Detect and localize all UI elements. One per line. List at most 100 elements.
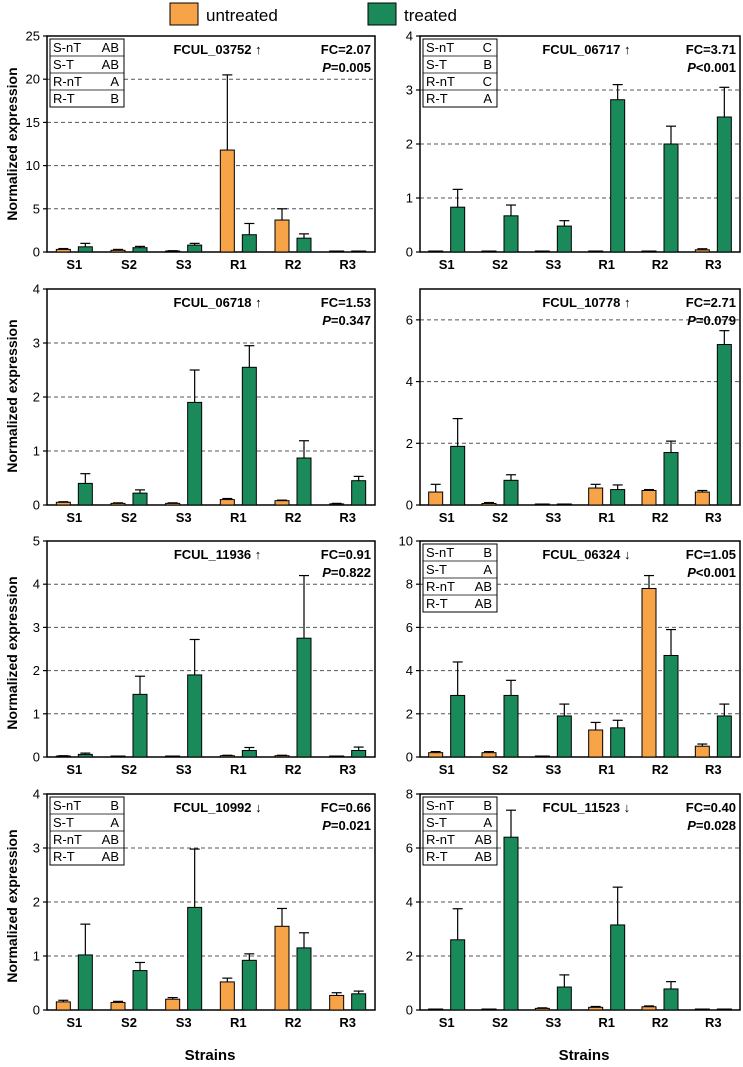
x-tick-label: S3 <box>545 257 561 272</box>
significance-letters-box: S-nT B S-T A R-nT AB R-T AB <box>422 543 498 613</box>
chart-panel-FCUL_03752: 0 5 10 15 20 25 S1 S2 S3 R1 R2 R3 FCUL_03752 ↑ FC=2.0… <box>26 29 376 272</box>
x-tick-label: S2 <box>121 510 137 525</box>
x-tick-label: R3 <box>705 510 722 525</box>
panel-title: FCUL_10778 ↑ <box>542 295 630 310</box>
x-tick-label: R3 <box>339 762 356 777</box>
bar-treated-S3 <box>187 401 203 506</box>
x-tick-label: R2 <box>285 1015 302 1030</box>
x-tick-label: R2 <box>285 762 302 777</box>
y-tick-label: 0 <box>33 245 40 260</box>
group-label: S-T <box>426 815 447 830</box>
bar-treated-S3 <box>187 906 203 1011</box>
x-tick-label: R2 <box>285 257 302 272</box>
group-letter: AB <box>102 57 119 72</box>
p-symbol: P <box>687 818 696 833</box>
p-value-label: P<0.001 <box>687 60 736 75</box>
plot-frame <box>419 288 741 506</box>
significance-letters-box: S-nT B S-T A R-nT AB R-T AB <box>422 796 498 866</box>
group-label: S-nT <box>426 798 454 813</box>
x-tick-label: S1 <box>66 1015 82 1030</box>
bar-untreated-S1 <box>55 501 71 506</box>
group-letter: B <box>483 545 492 560</box>
x-tick-label: S2 <box>121 762 137 777</box>
bar-untreated-R2 <box>274 219 290 253</box>
y-tick-label: 25 <box>26 29 40 44</box>
bar-untreated-R2 <box>641 588 657 758</box>
bar-treated-S1 <box>77 753 93 758</box>
bar-treated-R1 <box>241 366 257 506</box>
x-axis-label: Strains <box>559 1047 610 1064</box>
p-symbol: P <box>322 565 331 580</box>
bar-treated-S1 <box>77 954 93 1011</box>
bar-untreated-S2 <box>110 1001 126 1011</box>
panel-title: FCUL_06717 ↑ <box>542 42 630 57</box>
bar-untreated-R1 <box>219 755 235 758</box>
x-tick-label: R3 <box>705 257 722 272</box>
bar-treated-S1 <box>450 939 466 1011</box>
bar-treated-S3 <box>556 986 572 1011</box>
x-tick-label: S1 <box>66 510 82 525</box>
x-tick-label: S1 <box>66 257 82 272</box>
x-tick-label: S3 <box>545 1015 561 1030</box>
p-symbol: P <box>322 60 331 75</box>
plot-frame <box>419 540 741 758</box>
bar-treated-R2 <box>663 654 679 758</box>
x-tick-label: S2 <box>121 257 137 272</box>
x-tick-label: S1 <box>439 257 455 272</box>
y-tick-label: 1 <box>33 706 40 721</box>
panel-title: FCUL_10992 ↓ <box>173 800 261 815</box>
p-value: <0.001 <box>696 60 736 75</box>
bar-untreated-S3 <box>165 502 181 506</box>
bar-treated-S1 <box>450 694 466 758</box>
x-tick-label: S3 <box>176 1015 192 1030</box>
bar-untreated-R2 <box>274 755 290 758</box>
y-tick-label: 0 <box>33 750 40 765</box>
bar-untreated-R1 <box>588 487 604 506</box>
bar-untreated-S1 <box>428 752 444 758</box>
y-tick-label: 5 <box>33 534 40 549</box>
y-tick-label: 0 <box>406 245 413 260</box>
y-tick-label: 5 <box>33 201 40 216</box>
bar-untreated-S1 <box>55 1001 71 1011</box>
y-axis-label: Normalized expression <box>4 67 20 220</box>
group-letter: B <box>110 91 119 106</box>
y-tick-label: 2 <box>406 137 413 152</box>
significance-letters-box: S-nT C S-T B R-nT C R-T A <box>422 38 498 108</box>
bar-treated-S1 <box>77 482 93 506</box>
bar-treated-S3 <box>556 225 572 253</box>
panel-title: FCUL_03752 ↑ <box>173 42 261 57</box>
bar-untreated-R1 <box>588 729 604 758</box>
y-tick-label: 4 <box>406 374 413 389</box>
y-tick-label: 1 <box>406 191 413 206</box>
group-label: R-T <box>53 91 75 106</box>
x-tick-label: S2 <box>121 1015 137 1030</box>
p-value-label: P=0.347 <box>322 313 371 328</box>
bar-untreated-R3 <box>329 503 345 506</box>
x-tick-label: S1 <box>439 762 455 777</box>
x-tick-label: R2 <box>285 510 302 525</box>
fold-change-label: FC=2.71 <box>686 295 736 310</box>
y-tick-label: 3 <box>33 620 40 635</box>
legend-swatch-untreated <box>169 2 199 26</box>
p-value: =0.028 <box>696 818 736 833</box>
group-letter: C <box>483 40 492 55</box>
fold-change-label: FC=1.05 <box>686 547 736 562</box>
bar-treated-S3 <box>556 715 572 758</box>
bar-treated-R1 <box>241 959 257 1011</box>
bar-treated-R1 <box>610 924 626 1011</box>
p-symbol: P <box>322 818 331 833</box>
bar-treated-S2 <box>132 492 148 506</box>
p-value-label: P<0.001 <box>687 565 736 580</box>
bar-treated-S2 <box>503 479 519 506</box>
bar-treated-R2 <box>296 947 312 1011</box>
p-symbol: P <box>322 313 331 328</box>
bar-untreated-S3 <box>534 1007 550 1011</box>
bar-treated-S2 <box>503 694 519 758</box>
group-letter: B <box>483 798 492 813</box>
y-tick-label: 1 <box>33 444 40 459</box>
panel-title: FCUL_11936 ↑ <box>174 547 261 562</box>
fold-change-label: FC=2.07 <box>321 42 371 57</box>
